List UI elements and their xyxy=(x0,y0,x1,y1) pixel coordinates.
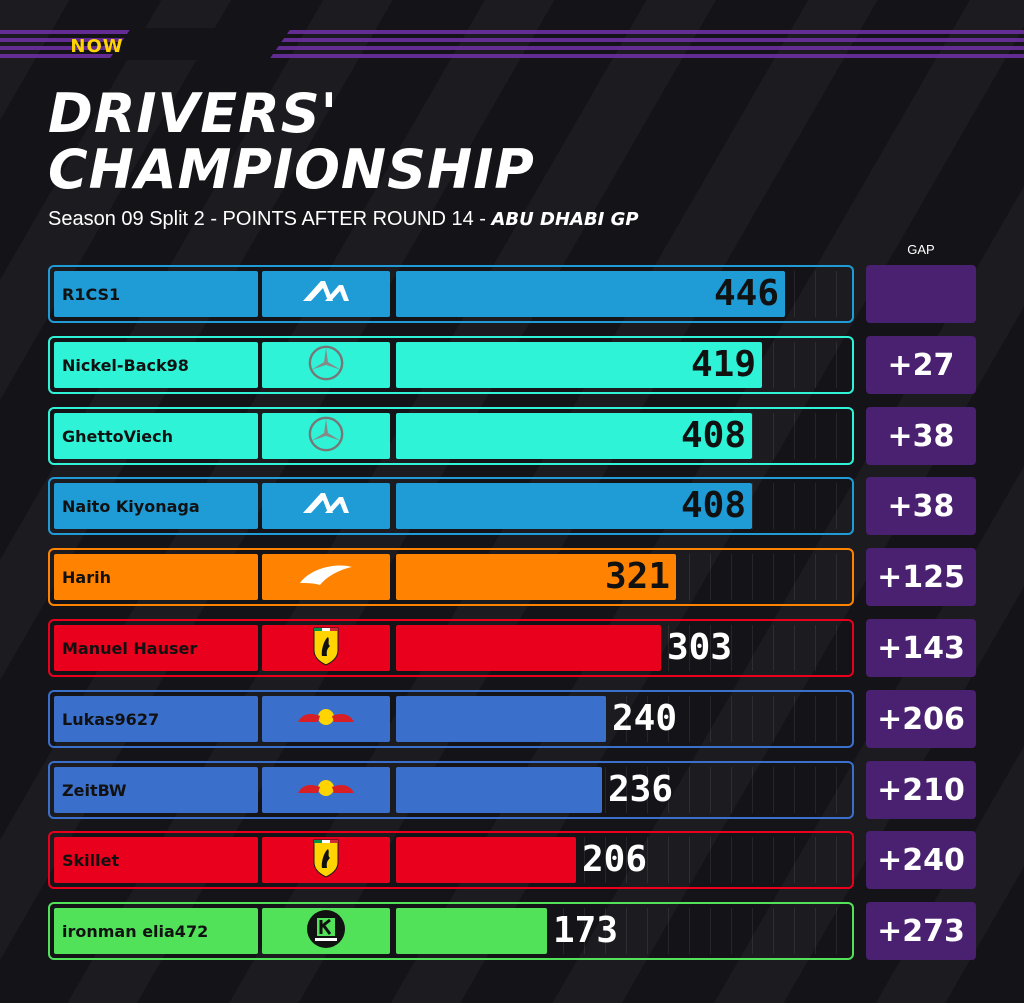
bar-track: 408 xyxy=(396,413,850,459)
points-label: 173 xyxy=(553,910,619,951)
points-bar xyxy=(396,413,752,459)
subtitle: Season 09 Split 2 - POINTS AFTER ROUND 1… xyxy=(48,208,639,231)
points-label: 303 xyxy=(667,627,733,668)
gap-column-header: GAP xyxy=(907,242,935,257)
bar-track: 173 xyxy=(396,908,850,954)
gap-value: +240 xyxy=(866,831,976,889)
title-line-2: CHAMPIONSHIP xyxy=(48,138,535,201)
team-cell xyxy=(262,554,390,600)
gap-value: +273 xyxy=(866,902,976,960)
driver-name: Skillet xyxy=(54,837,258,883)
gap-value: +27 xyxy=(866,336,976,394)
team-cell xyxy=(262,342,390,388)
driver-name: GhettoViech xyxy=(54,413,258,459)
driver-name: Nickel-Back98 xyxy=(54,342,258,388)
sauber-k-icon xyxy=(306,909,346,953)
bar-track: 419 xyxy=(396,342,850,388)
gap-value: +143 xyxy=(866,619,976,677)
team-cell xyxy=(262,696,390,742)
bar-track: 303 xyxy=(396,625,850,671)
standings-row: Lukas9627 240 xyxy=(48,690,854,748)
bar-track: 236 xyxy=(396,767,850,813)
team-cell xyxy=(262,908,390,954)
bar-track: 321 xyxy=(396,554,850,600)
driver-name: Lukas9627 xyxy=(54,696,258,742)
standings-row: ironman elia472 173 xyxy=(48,902,854,960)
gap-value xyxy=(866,265,976,323)
points-label: 408 xyxy=(680,485,746,526)
redbull-bulls-icon xyxy=(296,704,356,734)
alpine-logo-icon xyxy=(299,487,353,525)
points-label: 419 xyxy=(690,344,756,385)
driver-name: R1CS1 xyxy=(54,271,258,317)
points-label: 236 xyxy=(608,769,674,810)
subtitle-main: Season 09 Split 2 - POINTS AFTER ROUND 1… xyxy=(48,208,492,230)
points-bar xyxy=(396,908,547,954)
redbull-bulls-icon xyxy=(296,775,356,805)
mercedes-star-icon xyxy=(307,415,345,457)
points-bar xyxy=(396,554,676,600)
points-label: 446 xyxy=(713,273,779,314)
team-cell xyxy=(262,271,390,317)
points-label: 321 xyxy=(604,556,670,597)
points-label: 408 xyxy=(680,415,746,456)
gap-value: +125 xyxy=(866,548,976,606)
standings-row: R1CS1 446 xyxy=(48,265,854,323)
title-line-1: DRIVERS' xyxy=(48,82,339,145)
bar-track: 446 xyxy=(396,271,850,317)
team-cell xyxy=(262,767,390,813)
standings-row: GhettoViech 408 xyxy=(48,407,854,465)
bar-track: 240 xyxy=(396,696,850,742)
gap-value: +38 xyxy=(866,477,976,535)
top-band-cut xyxy=(108,28,292,60)
standings-row: Manuel Hauser 303 xyxy=(48,619,854,677)
standings-row: Nickel-Back98 419 xyxy=(48,336,854,394)
standings-row: Skillet 206 xyxy=(48,831,854,889)
points-bar xyxy=(396,625,661,671)
gap-value: +206 xyxy=(866,690,976,748)
ferrari-shield-icon xyxy=(312,838,340,882)
standings-row: ZeitBW 236 xyxy=(48,761,854,819)
team-cell xyxy=(262,625,390,671)
driver-name: ironman elia472 xyxy=(54,908,258,954)
points-label: 206 xyxy=(582,839,648,880)
standings-row: Naito Kiyonaga 408 xyxy=(48,477,854,535)
mercedes-star-icon xyxy=(307,344,345,386)
bar-track: 206 xyxy=(396,837,850,883)
points-bar xyxy=(396,837,576,883)
team-cell xyxy=(262,837,390,883)
driver-name: Manuel Hauser xyxy=(54,625,258,671)
now-logo: NOW xyxy=(70,35,124,57)
points-bar xyxy=(396,696,606,742)
team-cell xyxy=(262,413,390,459)
points-bar xyxy=(396,767,602,813)
mclaren-swoosh-icon xyxy=(298,563,354,591)
gap-value: +210 xyxy=(866,761,976,819)
bar-track: 408 xyxy=(396,483,850,529)
standings-row: Harih 321 xyxy=(48,548,854,606)
ferrari-shield-icon xyxy=(312,626,340,670)
driver-name: Harih xyxy=(54,554,258,600)
points-bar xyxy=(396,483,752,529)
points-label: 240 xyxy=(612,698,678,739)
driver-name: Naito Kiyonaga xyxy=(54,483,258,529)
team-cell xyxy=(262,483,390,529)
subtitle-event: ABU DHABI GP xyxy=(491,209,639,230)
driver-name: ZeitBW xyxy=(54,767,258,813)
page-title: DRIVERS' CHAMPIONSHIP xyxy=(48,86,535,198)
gap-value: +38 xyxy=(866,407,976,465)
alpine-logo-icon xyxy=(299,275,353,313)
points-bar xyxy=(396,271,785,317)
points-bar xyxy=(396,342,762,388)
